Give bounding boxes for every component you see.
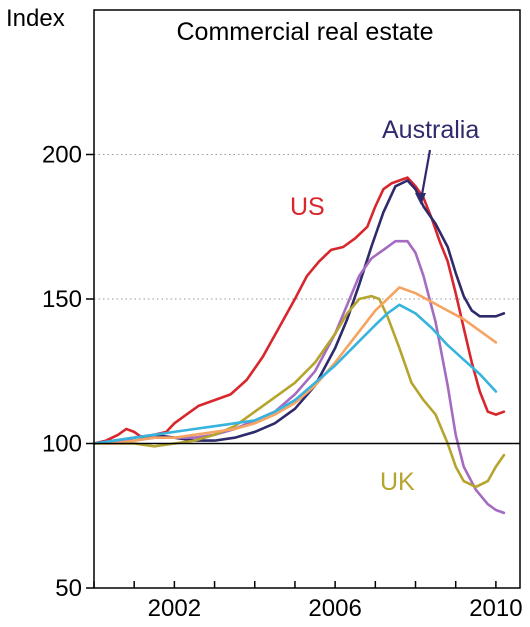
x-tick-label: 2006	[308, 595, 361, 622]
australia-series-label: Australia	[382, 116, 479, 144]
gridlines	[94, 154, 520, 300]
y-tick-label: 50	[55, 575, 82, 602]
series-line-3	[92, 239, 506, 515]
y-tick-label: 100	[42, 431, 82, 458]
australia-label-pointer	[419, 149, 432, 201]
axes: 50 100 150 200 2002 2006 2010	[42, 9, 523, 622]
x-tick-label: 2002	[148, 595, 201, 622]
y-tick-label: 200	[42, 142, 82, 169]
uk-series-label: UK	[380, 468, 415, 496]
australia-label-arrowhead	[415, 193, 426, 205]
us-series-label: US	[290, 193, 325, 221]
chart-title: Commercial real estate	[176, 18, 433, 46]
y-axis-label: Index	[6, 5, 65, 32]
series-line-4	[92, 294, 506, 489]
series-line-5	[92, 286, 498, 445]
x-tick-label: 2010	[469, 595, 522, 622]
y-tick-label: 150	[42, 286, 82, 313]
series-lines	[92, 176, 506, 515]
series-line-6	[92, 303, 498, 445]
